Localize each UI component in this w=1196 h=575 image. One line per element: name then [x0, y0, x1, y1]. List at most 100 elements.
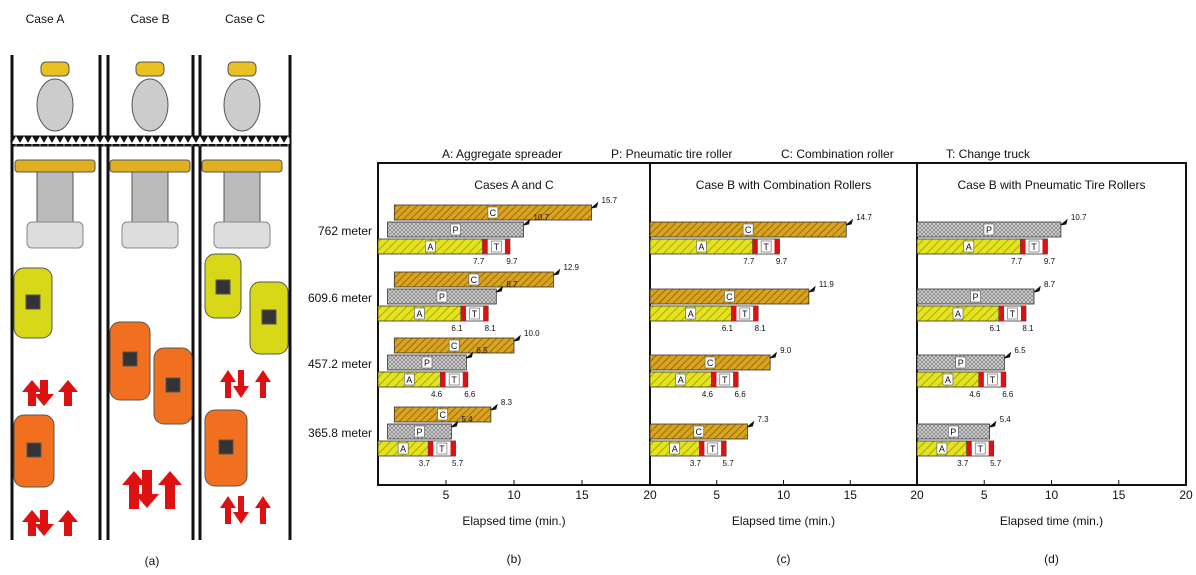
- task-bar: C 7.3: [650, 415, 769, 439]
- task-bar: C 15.7: [394, 196, 617, 220]
- task-bar: A: [378, 306, 461, 321]
- value-label: 4.6: [702, 390, 714, 399]
- task-letter: T: [722, 375, 728, 385]
- task-letter: P: [950, 427, 956, 437]
- task-bar: C11.9: [650, 280, 834, 304]
- panel-caption: (b): [507, 552, 522, 566]
- value-label: 8.1: [755, 324, 767, 333]
- truck-edge: [428, 441, 433, 456]
- label-pointer: [553, 270, 559, 275]
- task-letter: C: [695, 427, 702, 437]
- task-bar: A: [917, 372, 979, 387]
- x-axis-label: Elapsed time (min.): [1000, 514, 1103, 528]
- truck-edge: [999, 306, 1004, 321]
- task-letter: A: [955, 309, 961, 319]
- value-label: 9.7: [506, 257, 518, 266]
- value-label: 5.4: [1000, 415, 1012, 424]
- task-letter: C: [490, 208, 497, 218]
- value-label: 8.7: [506, 280, 518, 289]
- truck-edge: [721, 441, 726, 456]
- task-bar: A: [650, 306, 731, 321]
- truck-edge: [1021, 239, 1026, 254]
- task-letter: C: [451, 341, 458, 351]
- value-label: 6.5: [1014, 346, 1026, 355]
- value-label: 4.6: [969, 390, 981, 399]
- paved-edge: [12, 136, 290, 146]
- truck-edge: [979, 372, 984, 387]
- task-bar: C8.3: [394, 398, 512, 422]
- value-label: 9.7: [776, 257, 788, 266]
- legend-text: C: Combination roller: [781, 147, 894, 161]
- value-label: 6.1: [722, 324, 734, 333]
- truck-edge: [483, 239, 488, 254]
- task-bar: A: [650, 372, 711, 387]
- label-pointer: [1061, 220, 1067, 225]
- task-letter: A: [698, 242, 704, 252]
- value-label: 6.1: [451, 324, 463, 333]
- task-letter: A: [416, 309, 422, 319]
- label-pointer: [491, 405, 497, 410]
- value-label: 7.7: [1011, 257, 1023, 266]
- truck-edge: [753, 239, 758, 254]
- label-pointer: [592, 203, 598, 208]
- task-letter: A: [678, 375, 684, 385]
- truck-edge: [1042, 239, 1047, 254]
- value-label: 6.6: [735, 390, 747, 399]
- task-letter: T: [1031, 242, 1037, 252]
- label-pointer: [496, 287, 502, 292]
- task-letter: T: [451, 375, 457, 385]
- truck-edge: [483, 306, 488, 321]
- truck-edge: [451, 441, 456, 456]
- label-pointer: [451, 422, 457, 427]
- case-label: Case B: [130, 12, 169, 26]
- task-letter: A: [688, 309, 694, 319]
- task-letter: A: [427, 242, 433, 252]
- x-tick-label: 20: [1179, 488, 1193, 502]
- task-letter: T: [742, 309, 748, 319]
- value-label: 8.1: [1022, 324, 1034, 333]
- x-tick-label: 5: [981, 488, 988, 502]
- x-axis-label: Elapsed time (min.): [732, 514, 835, 528]
- legend-text: T: Change truck: [946, 147, 1031, 161]
- spreaders: [15, 160, 282, 248]
- task-bar: A: [650, 239, 753, 254]
- x-axis-label: Elapsed time (min.): [462, 514, 565, 528]
- value-label: 9.7: [1044, 257, 1056, 266]
- case-label: Case A: [26, 12, 65, 26]
- task-letter: C: [726, 292, 733, 302]
- task-letter: T: [1010, 309, 1016, 319]
- task-bar: C9.0: [650, 346, 792, 370]
- value-label: 14.7: [856, 213, 872, 222]
- panel-title: Cases A and C: [474, 178, 554, 192]
- value-label: 5.7: [723, 459, 735, 468]
- value-label: 10.7: [1071, 213, 1087, 222]
- task-bar: P6.5: [917, 346, 1026, 370]
- value-label: 4.6: [431, 390, 443, 399]
- value-label: 15.7: [602, 196, 618, 205]
- label-pointer: [809, 287, 815, 292]
- task-bar: A: [378, 441, 428, 456]
- truck-edge: [711, 372, 716, 387]
- task-letter: T: [977, 444, 983, 454]
- task-letter: T: [710, 444, 716, 454]
- value-label: 7.7: [743, 257, 755, 266]
- x-tick-label: 5: [713, 488, 720, 502]
- task-bar: A: [650, 441, 699, 456]
- task-letter: P: [972, 292, 978, 302]
- label-pointer: [514, 336, 520, 341]
- truck-edge: [733, 372, 738, 387]
- truck-edge: [774, 239, 779, 254]
- value-label: 7.3: [757, 415, 769, 424]
- label-pointer: [770, 353, 776, 358]
- value-label: 10.7: [534, 213, 550, 222]
- legend-text: P: Pneumatic tire roller: [611, 147, 732, 161]
- task-bar: A: [378, 372, 441, 387]
- label-pointer: [990, 422, 996, 427]
- task-bar: C12.9: [394, 263, 579, 287]
- value-label: 12.9: [563, 263, 579, 272]
- x-tick-label: 20: [910, 488, 924, 502]
- row-label: 457.2 meter: [308, 357, 372, 371]
- row-label: 609.6 meter: [308, 291, 372, 305]
- value-label: 8.7: [1044, 280, 1056, 289]
- label-pointer: [524, 220, 530, 225]
